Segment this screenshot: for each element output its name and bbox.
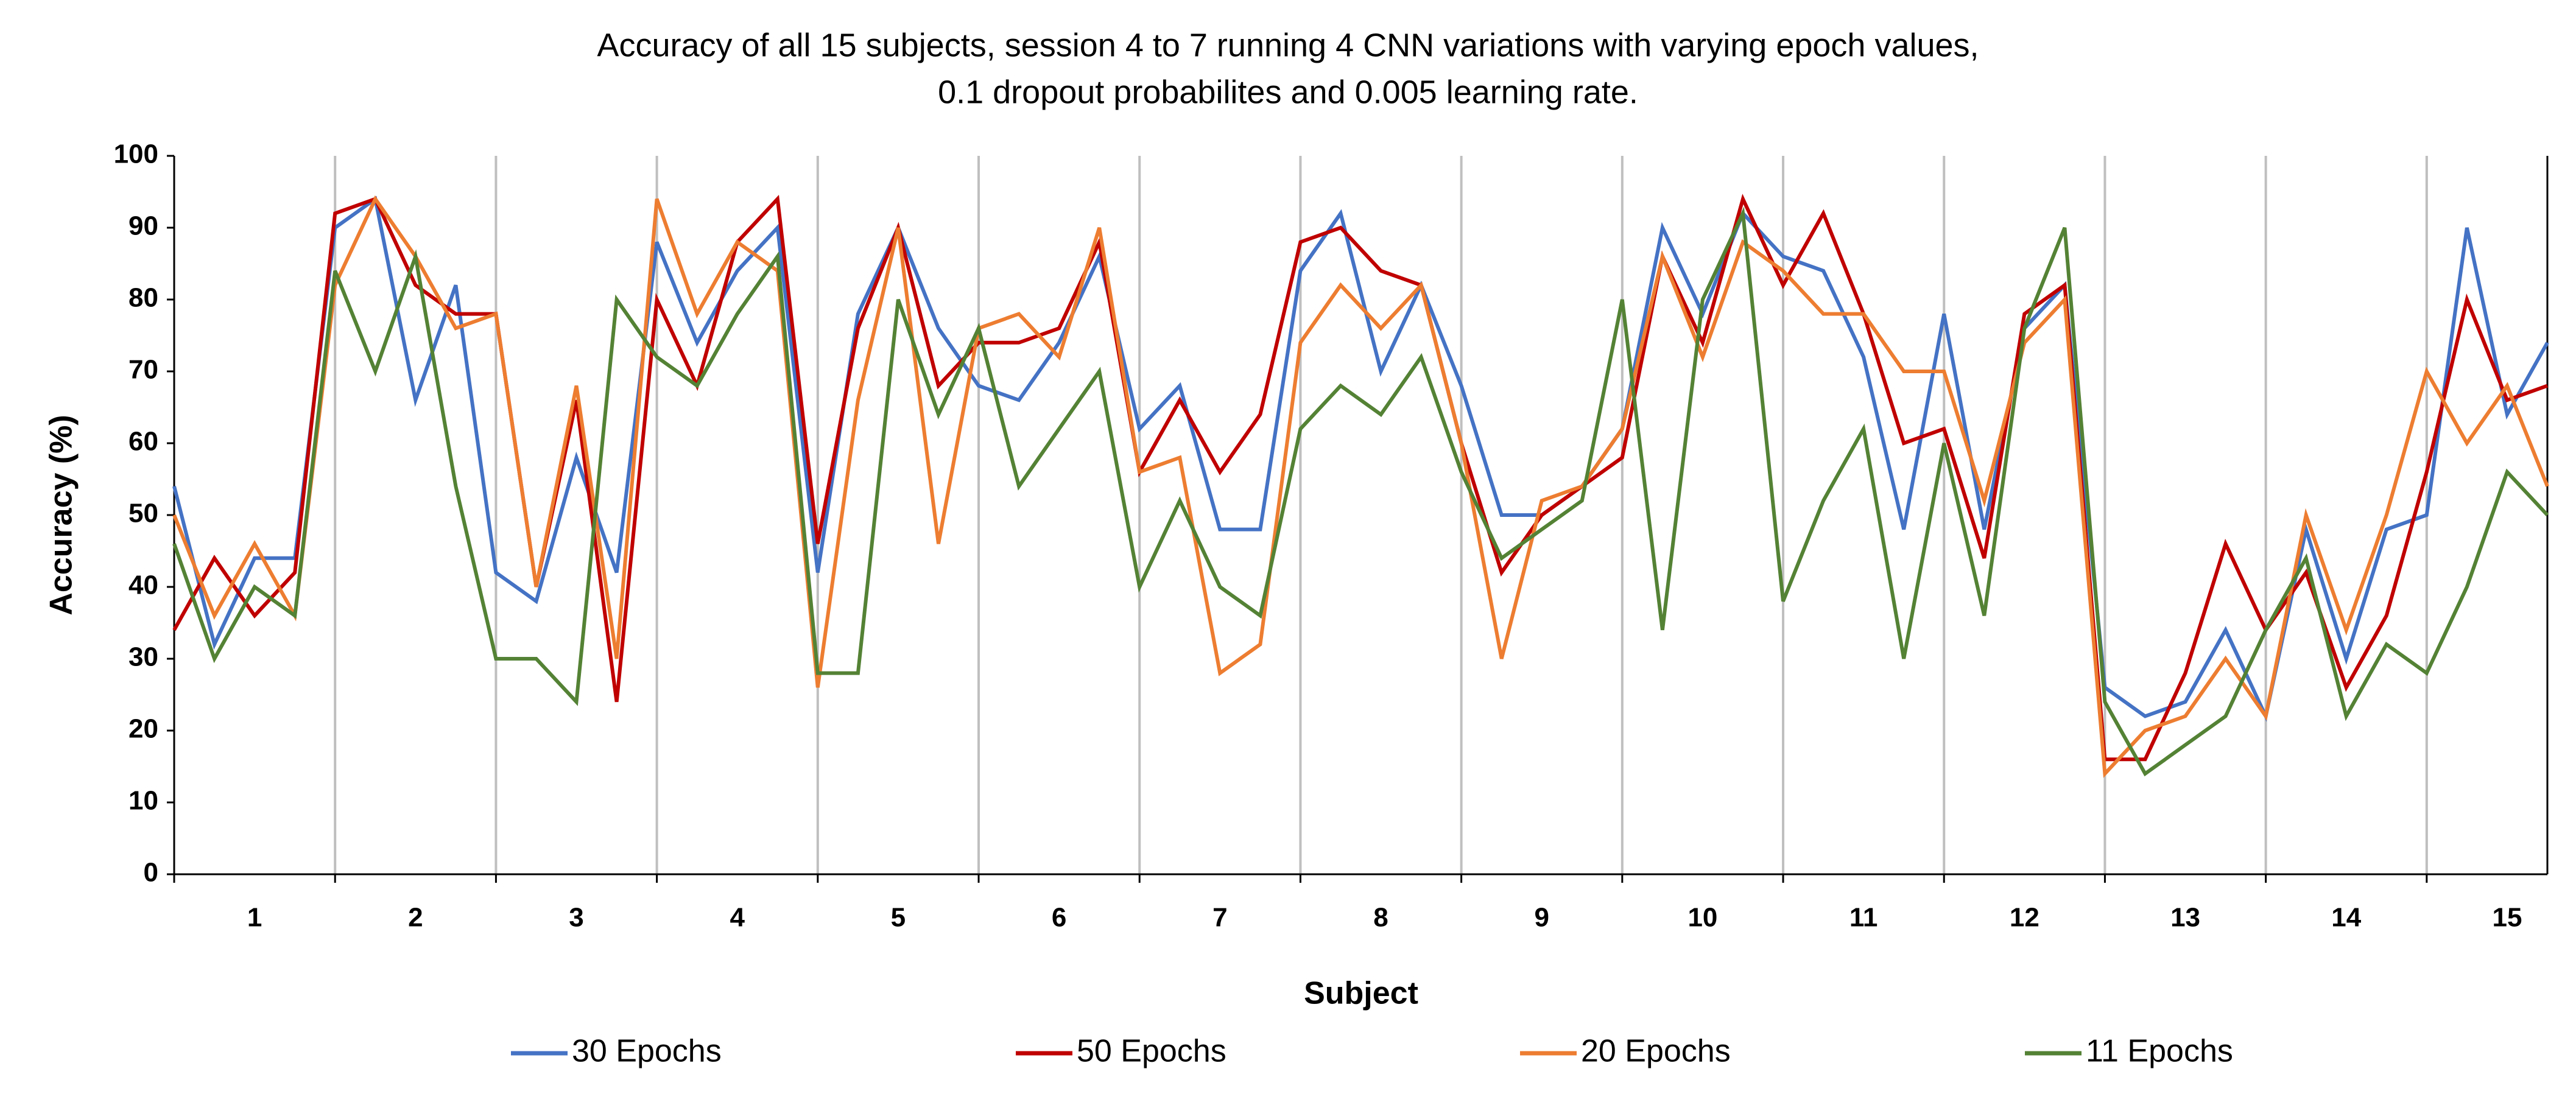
y-tick-label: 10: [128, 786, 158, 816]
chart-title: Accuracy of all 15 subjects, session 4 t…: [597, 27, 1979, 63]
y-tick-label: 30: [128, 642, 158, 672]
x-tick-label: 3: [569, 903, 583, 933]
x-tick-label: 14: [2331, 903, 2361, 933]
legend-label: 20 Epochs: [1581, 1034, 1731, 1069]
y-tick-label: 80: [128, 283, 158, 313]
x-tick-label: 2: [408, 903, 423, 933]
x-tick-label: 4: [730, 903, 745, 933]
x-tick-label: 13: [2170, 903, 2200, 933]
x-tick-label: 6: [1052, 903, 1066, 933]
y-tick-label: 90: [128, 211, 158, 241]
y-tick-label: 60: [128, 427, 158, 457]
series-line: [172, 195, 2549, 722]
series-line: [172, 195, 2549, 778]
y-tick-label: 0: [144, 858, 158, 888]
y-tick-label: 20: [128, 714, 158, 744]
x-tick-label: 9: [1534, 903, 1549, 933]
x-tick-label: 12: [2010, 903, 2039, 933]
series-line: [172, 206, 2549, 777]
y-tick-label: 40: [128, 570, 158, 600]
y-tick-label: 100: [114, 139, 158, 169]
x-tick-label: 1: [247, 903, 262, 933]
x-tick-label: 7: [1212, 903, 1227, 933]
x-tick-label: 8: [1373, 903, 1388, 933]
x-axis-title: Subject: [1304, 976, 1418, 1011]
x-tick-label: 10: [1687, 903, 1717, 933]
legend-label: 11 Epochs: [2086, 1034, 2233, 1069]
x-tick-label: 15: [2492, 903, 2522, 933]
legend-label: 30 Epochs: [572, 1034, 722, 1069]
x-tick-label: 11: [1849, 903, 1878, 933]
chart-title: 0.1 dropout probabilites and 0.005 learn…: [938, 74, 1638, 110]
y-tick-label: 50: [128, 499, 158, 528]
legend-label: 50 Epochs: [1077, 1034, 1226, 1069]
y-tick-label: 70: [128, 355, 158, 385]
x-tick-label: 5: [891, 903, 906, 933]
series-line: [172, 194, 2549, 762]
y-axis-title: Accuracy (%): [44, 415, 79, 615]
